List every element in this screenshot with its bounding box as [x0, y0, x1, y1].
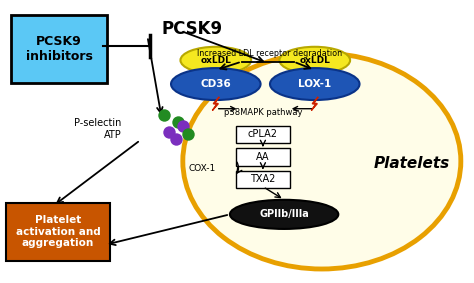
FancyBboxPatch shape	[236, 148, 290, 166]
Text: PCSK9
inhibitors: PCSK9 inhibitors	[26, 35, 92, 63]
Point	[174, 120, 182, 124]
Point	[184, 132, 191, 137]
Text: cPLA2: cPLA2	[248, 130, 278, 140]
FancyBboxPatch shape	[11, 15, 108, 83]
Point	[165, 129, 173, 134]
Text: Platelet
activation and
aggregation: Platelet activation and aggregation	[16, 215, 100, 248]
Text: Increased LDL receptor degradation: Increased LDL receptor degradation	[198, 49, 343, 58]
Text: CD36: CD36	[201, 79, 231, 89]
FancyBboxPatch shape	[236, 171, 290, 188]
Point	[172, 137, 180, 142]
Text: COX-1: COX-1	[189, 164, 216, 173]
FancyBboxPatch shape	[6, 203, 110, 261]
Text: AA: AA	[256, 152, 270, 162]
Text: GPIIb/IIIa: GPIIb/IIIa	[259, 209, 309, 219]
Ellipse shape	[181, 47, 251, 74]
Ellipse shape	[183, 53, 461, 269]
Text: p38MAPK pathway: p38MAPK pathway	[224, 108, 302, 117]
Point	[160, 113, 168, 117]
Text: P-selectin
ATP: P-selectin ATP	[74, 118, 121, 140]
Polygon shape	[311, 97, 318, 110]
Ellipse shape	[279, 47, 350, 74]
FancyBboxPatch shape	[236, 126, 290, 143]
Point	[179, 124, 187, 128]
Ellipse shape	[230, 200, 338, 229]
Ellipse shape	[270, 68, 359, 100]
Polygon shape	[212, 97, 219, 110]
Ellipse shape	[171, 68, 261, 100]
Text: LOX-1: LOX-1	[298, 79, 331, 89]
Text: PCSK9: PCSK9	[162, 20, 223, 38]
Text: oxLDL: oxLDL	[299, 56, 330, 65]
Text: Platelets: Platelets	[373, 156, 449, 171]
Text: oxLDL: oxLDL	[201, 56, 231, 65]
Text: TXA2: TXA2	[250, 174, 275, 184]
